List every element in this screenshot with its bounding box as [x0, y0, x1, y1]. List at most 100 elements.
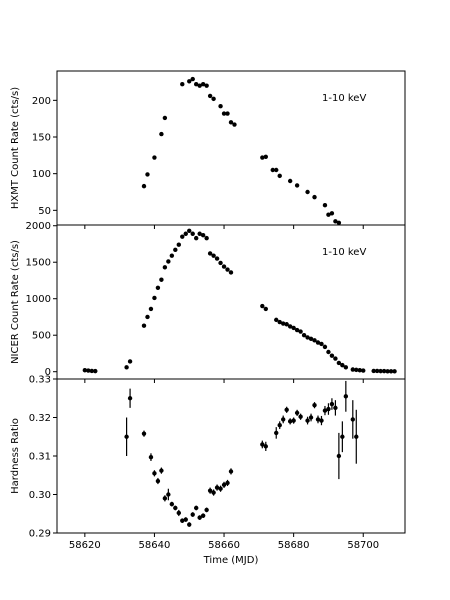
- nicer-data-point: [200, 233, 206, 238]
- hardness-data-point: [287, 419, 293, 424]
- nicer-data-point: [204, 235, 209, 241]
- nicer-data-point: [173, 247, 178, 253]
- nicer-data-point: [225, 267, 230, 272]
- hardness-data-point: [200, 513, 206, 518]
- nicer-data-point: [148, 306, 154, 312]
- nicer-data-point: [322, 344, 328, 350]
- nicer-data-point: [152, 295, 157, 301]
- hxmt-data-point: [180, 82, 185, 87]
- nicer-data-point: [221, 264, 227, 269]
- nicer-data-point: [361, 368, 366, 373]
- hxmt-y-tick-label: 50: [38, 206, 51, 217]
- hardness-data-point: [162, 496, 168, 501]
- nicer-data-point: [378, 368, 383, 374]
- hardness-data-point: [176, 510, 181, 516]
- hardness-data-point: [322, 408, 328, 413]
- hardness-data-point: [291, 418, 296, 423]
- hardness-y-axis-label: Hardness Ratio: [10, 418, 21, 494]
- hardness-data-point: [141, 431, 147, 436]
- hxmt-data-point: [200, 82, 206, 87]
- nicer-data-point: [281, 321, 286, 326]
- nicer-data-point: [190, 231, 195, 236]
- hxmt-data-point: [204, 83, 209, 88]
- hardness-data-point: [308, 415, 314, 420]
- nicer-data-point: [298, 329, 303, 334]
- hardness-data-point: [294, 410, 300, 416]
- hxmt-data-point: [197, 83, 202, 88]
- nicer-energy-band-label: 1-10 keV: [322, 247, 366, 258]
- hxmt-data-point: [270, 167, 275, 173]
- nicer-data-point: [301, 333, 307, 338]
- nicer-data-point: [93, 368, 98, 374]
- hxmt-data-point: [322, 203, 328, 208]
- hxmt-data-point: [228, 120, 234, 125]
- nicer-data-point: [176, 242, 181, 247]
- hardness-data-point: [284, 407, 289, 412]
- nicer-data-point: [141, 323, 147, 328]
- nicer-y-tick-label: 2000: [26, 221, 51, 232]
- nicer-data-point: [388, 369, 394, 374]
- hxmt-y-tick-label: 100: [32, 169, 51, 180]
- hxmt-data-point: [162, 115, 168, 121]
- nicer-count-rate-panel: 0 500 1000 1500 2000 NICER Count Rate (cts/s)…: [10, 221, 406, 383]
- hxmt-data-point: [263, 154, 268, 159]
- nicer-data-point: [207, 251, 213, 256]
- hardness-y-tick-label: 0.29: [29, 529, 51, 540]
- nicer-y-tick-label: 500: [32, 331, 51, 342]
- nicer-data-point: [354, 367, 359, 373]
- hxmt-data-point: [145, 172, 150, 177]
- hardness-data-point: [214, 485, 220, 490]
- nicer-data-point: [124, 365, 129, 370]
- hxmt-data-point: [187, 79, 192, 84]
- nicer-data-point: [214, 256, 220, 261]
- hardness-ratio-panel: 0.29 0.30 0.31 0.32 0.33 58620 58640 58660 58680…: [10, 375, 406, 566]
- hardness-data-point: [333, 405, 338, 411]
- nicer-data-point: [315, 340, 321, 345]
- hxmt-data-point: [221, 111, 227, 116]
- nicer-data-point: [350, 367, 355, 372]
- hardness-x-tick-label: 58620: [69, 540, 101, 551]
- hxmt-energy-band-label: 1-10 keV: [322, 93, 366, 104]
- hxmt-data-point: [336, 220, 342, 225]
- hardness-data-point: [211, 490, 216, 495]
- hxmt-y-axis-label: HXMT Count Rate (cts/s): [10, 87, 21, 209]
- nicer-data-point: [336, 360, 342, 366]
- hardness-data-point: [340, 434, 345, 439]
- hxmt-data-point: [329, 211, 335, 216]
- hxmt-data-point: [159, 131, 164, 137]
- hardness-data-point: [228, 469, 234, 474]
- hardness-data-point: [183, 517, 188, 522]
- hardness-y-tick-label: 0.30: [29, 490, 51, 501]
- hxmt-data-point: [141, 183, 147, 189]
- nicer-data-point: [180, 234, 185, 239]
- nicer-data-point: [319, 341, 324, 347]
- hardness-data-point: [225, 480, 230, 486]
- hxmt-data-point: [294, 183, 300, 188]
- hardness-y-tick-label: 0.31: [29, 452, 51, 463]
- hxmt-data-point: [207, 93, 213, 99]
- hardness-data-point: [218, 486, 223, 491]
- hardness-data-point: [336, 453, 342, 459]
- nicer-data-point: [218, 260, 223, 266]
- hardness-x-tick-label: 58660: [208, 540, 240, 551]
- hardness-data-point: [343, 394, 349, 399]
- hardness-x-axis-label: Time (MJD): [203, 555, 259, 566]
- hxmt-data-point: [260, 155, 265, 160]
- hardness-data-point: [326, 406, 331, 412]
- nicer-y-tick-label: 1000: [26, 294, 51, 305]
- hardness-data-point: [204, 507, 209, 513]
- hardness-data-point: [221, 482, 227, 488]
- nicer-data-point: [274, 317, 279, 323]
- hardness-data-point: [263, 444, 268, 449]
- nicer-data-point: [326, 349, 331, 355]
- nicer-data-point: [343, 365, 349, 370]
- hardness-data-point: [152, 471, 157, 476]
- hardness-x-tick-label: 58700: [347, 540, 379, 551]
- hardness-data-point: [260, 442, 265, 447]
- hardness-data-point: [207, 488, 213, 493]
- hxmt-data-point: [232, 122, 237, 127]
- nicer-data-point: [183, 231, 188, 236]
- nicer-data-point: [284, 322, 289, 327]
- hardness-data-point: [127, 396, 133, 401]
